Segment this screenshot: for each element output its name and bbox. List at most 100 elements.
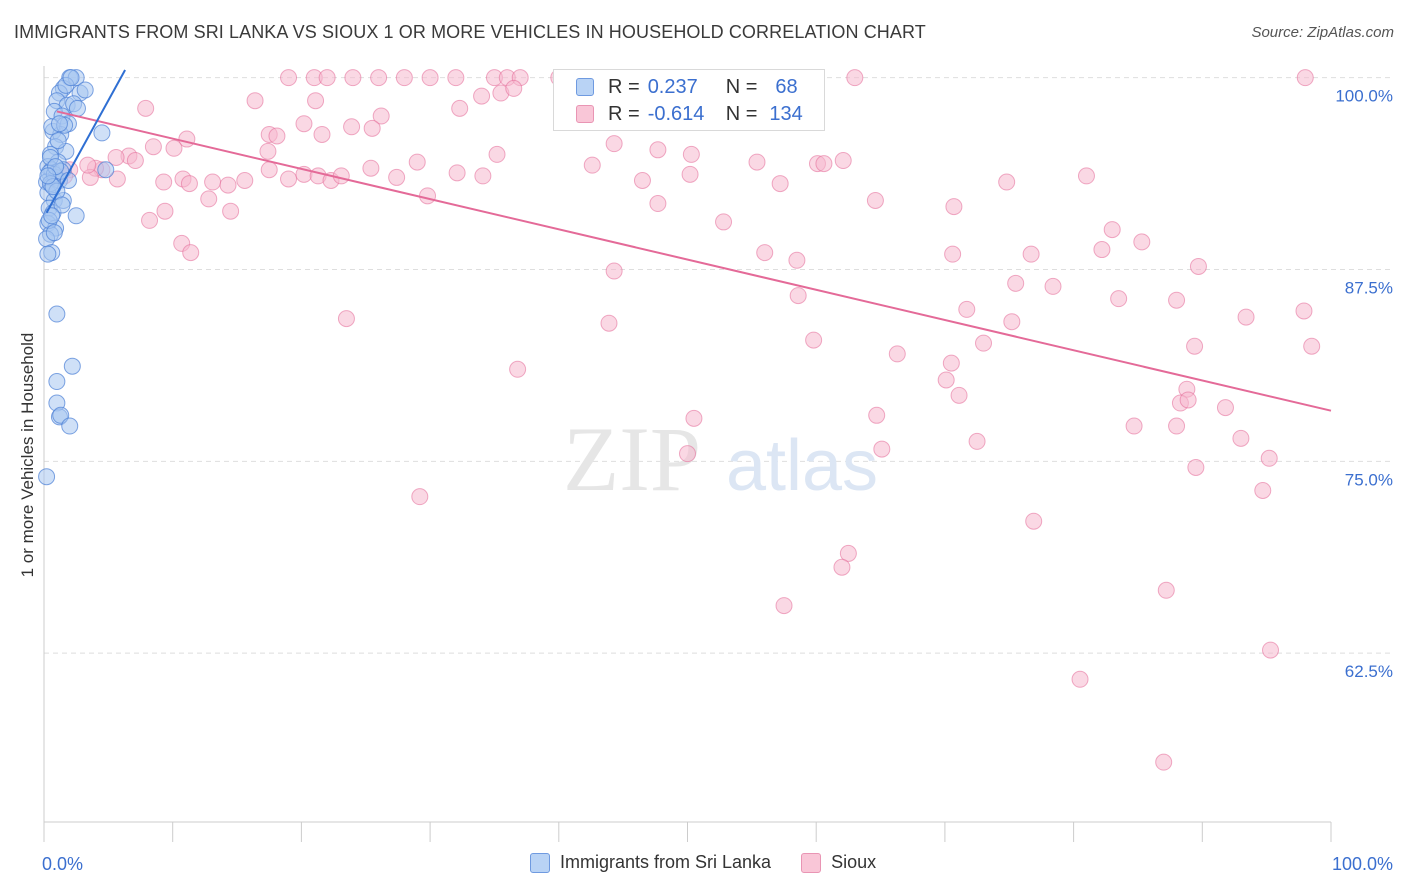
sioux-point (155, 173, 173, 191)
sioux-point (1025, 512, 1043, 530)
sioux-point (1168, 417, 1186, 435)
sioux-point (805, 331, 823, 349)
sioux-point (448, 164, 466, 182)
sioux-point (280, 170, 298, 188)
sioux-point (756, 244, 774, 262)
sioux-point (1232, 429, 1250, 447)
sioux-point (362, 159, 380, 177)
sioux-point (968, 432, 986, 450)
sioux-point (165, 139, 183, 157)
sri-lanka-points (38, 69, 115, 486)
sioux-point (834, 152, 852, 170)
sioux-point (1260, 449, 1278, 467)
sri-lanka-point (49, 132, 67, 150)
sioux-point (395, 69, 413, 87)
legend-r-value: -0.614 (647, 102, 705, 125)
sioux-point (868, 406, 886, 424)
sioux-point (268, 127, 286, 145)
sioux-point (942, 354, 960, 372)
sri-lanka-point (61, 417, 79, 435)
y-tick-label: 87.5% (1345, 279, 1393, 298)
sioux-point (833, 558, 851, 576)
sioux-point (1103, 221, 1121, 239)
sioux-point (975, 334, 993, 352)
sioux-point (866, 191, 884, 209)
sri-lanka-point (53, 196, 71, 214)
sri-lanka-point (62, 69, 80, 87)
sri-lanka-point (50, 115, 68, 133)
sioux-point (180, 175, 198, 193)
chart-title: IMMIGRANTS FROM SRI LANKA VS SIOUX 1 OR … (14, 22, 926, 42)
sioux-point (107, 148, 125, 166)
sioux-point (236, 171, 254, 189)
sioux-point (108, 170, 126, 188)
sri-lanka-point (39, 167, 57, 185)
legend-swatch-blue (576, 78, 594, 96)
sioux-point (583, 156, 601, 174)
legend-label: Immigrants from Sri Lanka (560, 852, 772, 872)
sioux-point (789, 287, 807, 305)
sioux-point (200, 190, 218, 208)
sioux-point (605, 135, 623, 153)
sioux-point (318, 69, 336, 87)
sioux-point (958, 300, 976, 318)
legend-item-sri-lanka: Immigrants from Sri Lanka (530, 852, 771, 873)
sioux-point (1093, 241, 1111, 259)
sioux-point (839, 544, 857, 562)
legend-swatch-pink (801, 852, 822, 873)
sioux-point (944, 245, 962, 263)
y-tick-label: 75.0% (1345, 470, 1393, 489)
sioux-point (473, 87, 491, 105)
sioux-point (219, 176, 237, 194)
sioux-point (649, 141, 667, 159)
sioux-point (295, 115, 313, 133)
legend-swatch-blue (530, 852, 550, 873)
sioux-point (1216, 399, 1234, 417)
sioux-point (344, 69, 362, 87)
sioux-point (788, 251, 806, 269)
sri-lanka-point (67, 207, 85, 225)
sioux-point (488, 145, 506, 163)
sioux-points (56, 69, 1321, 771)
legend-r-value: 0.237 (647, 75, 698, 98)
source-credit: Source: ZipAtlas.com (1251, 24, 1394, 41)
sioux-point (945, 198, 963, 216)
legend-row-sioux: R = -0.614 N = 134 (576, 101, 803, 127)
sioux-point (679, 445, 696, 463)
sri-lanka-point (38, 468, 56, 486)
sioux-point (246, 92, 264, 110)
sioux-point (649, 195, 667, 213)
sioux-point (815, 155, 833, 173)
legend-label: Sioux (831, 852, 877, 872)
sioux-point (1189, 257, 1207, 275)
sioux-point (873, 440, 891, 458)
sioux-point (1155, 753, 1173, 771)
sri-lanka-point (97, 161, 115, 179)
sioux-point (681, 165, 699, 183)
sioux-point (633, 171, 651, 189)
x-tick-labels: 0.0% 100.0% (42, 854, 1393, 874)
legend-n-value: 68 (775, 75, 798, 98)
sioux-point (1262, 641, 1280, 659)
sioux-point (1303, 337, 1321, 355)
sioux-point (1168, 291, 1186, 309)
sioux-point (363, 119, 381, 137)
sioux-point (447, 69, 465, 87)
sioux-point (388, 168, 406, 186)
sioux-point (307, 92, 325, 110)
sioux-point (156, 202, 174, 220)
sioux-point (372, 107, 390, 125)
sioux-point (419, 187, 437, 205)
sioux-point (715, 213, 733, 231)
sri-lanka-point (93, 124, 111, 142)
legend-swatch-pink (576, 105, 594, 123)
sioux-point (260, 161, 278, 179)
legend-r-label: R = (608, 75, 640, 98)
sioux-point (411, 488, 429, 506)
y-tick-labels: 100.0% 87.5% 75.0% 62.5% (1335, 87, 1393, 682)
sioux-point (370, 69, 388, 87)
sioux-point (1254, 482, 1272, 500)
sioux-point (1125, 417, 1143, 435)
sioux-point (1179, 391, 1197, 409)
